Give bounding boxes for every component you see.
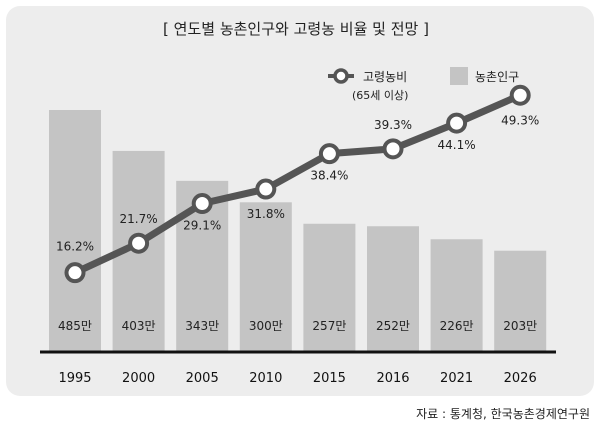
line-point-2015: [318, 143, 340, 165]
line-point-2016: [382, 138, 404, 160]
x-tick-2005: 2005: [186, 371, 219, 386]
x-tick-2026: 2026: [504, 371, 537, 386]
x-tick-1995: 1995: [58, 371, 91, 386]
bar-label-2026: 203만: [503, 319, 537, 333]
source-note: 자료 : 통계청, 한국농촌경제연구원: [416, 407, 590, 421]
legend: 고령농비 (65세 이상) 농촌인구: [328, 67, 519, 102]
line-label-2015: 38.4%: [310, 169, 348, 183]
x-tick-2016: 2016: [376, 371, 409, 386]
bar-2016: [367, 226, 419, 352]
line-label-2010: 31.8%: [247, 207, 285, 221]
bar-label-2016: 252만: [376, 319, 410, 333]
legend-line-marker: [333, 68, 349, 84]
bar-label-2015: 257만: [312, 319, 346, 333]
legend-line-sublabel: (65세 이상): [352, 89, 408, 102]
bar-2010: [239, 202, 292, 352]
line-point-2026: [509, 84, 531, 106]
line-point-2010: [255, 178, 277, 200]
legend-bar-label: 농촌인구: [475, 70, 519, 84]
line-label-2026: 49.3%: [501, 113, 539, 127]
bar-1995: [49, 110, 101, 352]
bar-2015: [303, 223, 356, 352]
ticks-layer: 1995 2000 2005 2010 2015 2016 2021 2026: [58, 371, 536, 386]
bar-2021: [430, 239, 483, 352]
legend-line-label: 고령농비: [363, 70, 407, 84]
x-tick-2000: 2000: [122, 371, 155, 386]
x-tick-2015: 2015: [313, 371, 346, 386]
bar-label-2000: 403만: [122, 319, 156, 333]
chart-title: [ 연도별 농촌인구와 고령농 비율 및 전망 ]: [163, 20, 429, 38]
line-label-2005: 29.1%: [183, 219, 221, 233]
bar-2026: [494, 250, 547, 352]
x-tick-2021: 2021: [440, 371, 473, 386]
line-label-1995: 16.2%: [56, 240, 94, 254]
line-point-2000: [128, 232, 150, 254]
bar-label-2005: 343만: [185, 319, 219, 333]
line-label-2000: 21.7%: [120, 212, 158, 226]
bar-label-1995: 485만: [58, 319, 92, 333]
bar-label-2021: 226만: [440, 319, 474, 333]
x-tick-2010: 2010: [249, 371, 282, 386]
line-point-2021: [446, 112, 468, 134]
line-point-1995: [64, 262, 86, 284]
elderly-ratio-line: [73, 92, 522, 276]
line-label-2016: 39.3%: [374, 118, 412, 132]
line-layer: 16.2% 21.7% 29.1% 31.8% 38.4% 39.3% 44.1% 49.3%: [56, 84, 539, 284]
legend-bar-swatch: [450, 67, 468, 85]
line-label-2021: 44.1%: [438, 138, 476, 152]
line-point-2005: [191, 193, 213, 215]
bar-label-2010: 300만: [249, 319, 283, 333]
